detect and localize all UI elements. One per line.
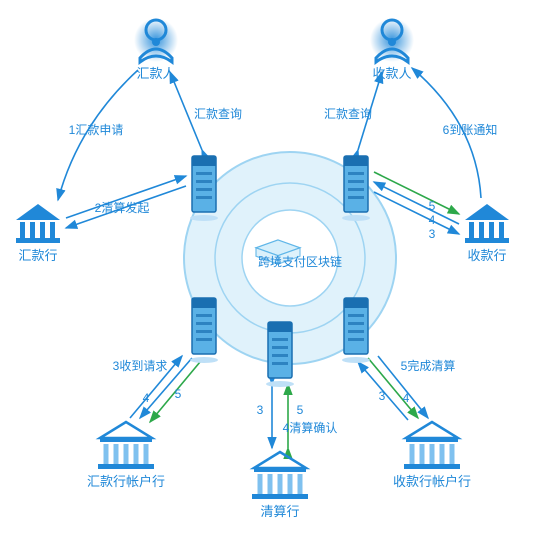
clearing-bank-label: 清算行 bbox=[260, 504, 299, 519]
edge-notify-label: 6到账通知 bbox=[443, 123, 498, 137]
edge-bl4-label: 4 bbox=[143, 391, 150, 405]
edge-bl5-label: 5 bbox=[175, 387, 182, 401]
receiver-person bbox=[370, 18, 414, 62]
center-label: 跨境支付区块链 bbox=[258, 254, 342, 269]
edge-r4-label: 4 bbox=[429, 213, 436, 227]
receiver-person-label: 收款人 bbox=[372, 66, 411, 81]
recv-acct-bank bbox=[404, 422, 460, 469]
server-br bbox=[342, 298, 370, 363]
remit-bank bbox=[16, 204, 60, 243]
edge-br4-label: 4 bbox=[403, 391, 410, 405]
edge-init-label: 2清算发起 bbox=[95, 200, 150, 215]
recv-bank-label: 收款行 bbox=[467, 248, 506, 263]
server-tr bbox=[342, 156, 370, 221]
edge-br3-label: 3 bbox=[379, 389, 386, 403]
server-bm bbox=[266, 322, 294, 387]
sender-person-label: 汇款人 bbox=[136, 66, 175, 81]
edge-br5-label: 5完成清算 bbox=[401, 358, 456, 373]
remit-acct-bank bbox=[98, 422, 154, 469]
edge-apply-label: 1汇款申请 bbox=[69, 123, 124, 137]
edge-r5 bbox=[374, 172, 459, 214]
edge-bl3-label: 3收到请求 bbox=[113, 359, 168, 373]
edge-bm4-label: 4清算确认 bbox=[283, 420, 338, 435]
edge-query-l-label: 汇款查询 bbox=[194, 107, 242, 121]
server-tl bbox=[190, 156, 218, 221]
server-bl bbox=[190, 298, 218, 363]
recv-bank bbox=[465, 204, 509, 243]
edge-r3-label: 3 bbox=[429, 227, 436, 241]
edge-bm3-label: 3 bbox=[257, 403, 264, 417]
edge-bm5-label: 5 bbox=[297, 403, 304, 417]
clearing-bank bbox=[252, 452, 308, 499]
sender-person bbox=[134, 18, 178, 62]
remit-bank-label: 汇款行 bbox=[18, 248, 57, 263]
recv-acct-bank-label: 收款行帐户行 bbox=[393, 474, 471, 489]
edge-r5-label: 5 bbox=[429, 199, 436, 213]
edge-query-r-label: 汇款查询 bbox=[324, 107, 372, 121]
remit-acct-bank-label: 汇款行帐户行 bbox=[87, 474, 165, 489]
